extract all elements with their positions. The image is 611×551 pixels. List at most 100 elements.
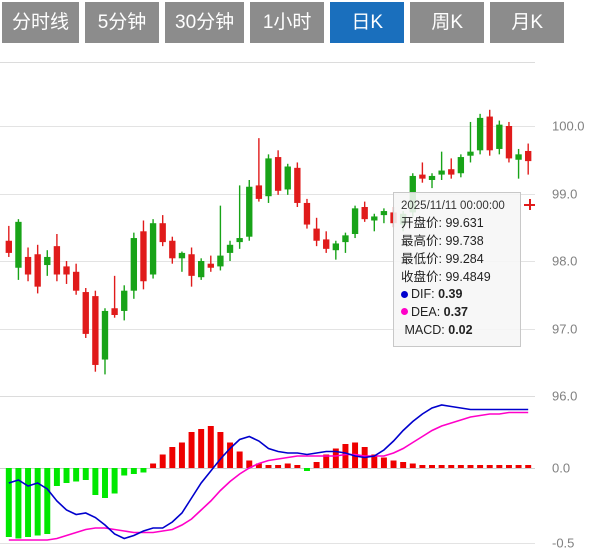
macd-histogram-bar [178,442,185,468]
candle-body [294,167,301,203]
macd-histogram-bar [323,454,330,468]
candle-body [15,221,22,268]
tooltip-dif-row: DIF: 0.39 [401,286,513,304]
tooltip-dea-value: 0.37 [443,305,469,320]
dea-line [8,411,529,541]
tab-1hour-label: 1小时 [262,12,312,33]
candle-body [332,243,340,251]
macd-histogram-bar [265,465,272,468]
macd-histogram-bar [342,444,349,468]
price-axis-tick-label: 96.0 [552,388,578,404]
tooltip-macd-label: MACD: [404,322,445,337]
macd-gridline [0,468,535,469]
candle-body [149,223,157,275]
tab-weekly[interactable]: 周K [410,2,485,43]
tab-daily-label: 日K [351,12,383,33]
candle-body [351,208,359,234]
price-pane[interactable]: 100.0 99.0 98.0 97.0 96.0 [0,45,611,404]
dif-line [8,404,529,540]
tab-30min[interactable]: 30分钟 [165,2,245,43]
tab-monthly-label: 月K [511,12,543,33]
macd-histogram-bar [111,468,118,494]
candle-body [342,235,349,243]
macd-histogram-bar [227,442,234,468]
macd-histogram-bar [409,463,416,468]
candle-body [178,252,186,259]
macd-axis-tick-label: -0.5 [552,535,575,551]
macd-axis-tick-label: 0.0 [552,460,571,476]
candle-body [24,256,32,275]
tooltip-macd-row: MACD: 0.02 [401,322,513,340]
macd-histogram-bar [467,465,474,468]
candle-body [448,169,455,175]
candle-body [496,124,503,149]
candle-body [274,157,282,191]
candle-body [188,254,195,276]
candle-body [323,239,330,249]
macd-histogram-bar [515,465,522,468]
macd-histogram-bar [25,468,32,537]
price-gridline [0,261,535,262]
tooltip-close-label: 收盘价: [401,269,442,284]
macd-histogram-bar [188,432,195,468]
macd-histogram-bar [140,468,147,473]
macd-histogram-bar [303,468,310,471]
candle-body [246,186,253,237]
macd-histogram-bar [313,462,320,468]
candle-body [63,266,70,275]
macd-histogram-bar [217,432,224,468]
macd-histogram-bar [505,465,512,468]
macd-histogram-bar [207,426,214,468]
candle-body [486,116,493,151]
candle-body [284,166,291,190]
tooltip-low-value: 99.284 [445,251,484,266]
candle-body [226,244,234,253]
tooltip-dea-label: DEA: [411,305,441,320]
tooltip-dea-row: DEA: 0.37 [401,304,513,322]
macd-histogram-bar [15,468,22,539]
macd-histogram-bar [486,465,493,468]
macd-histogram-bar [294,465,301,468]
tooltip-open-value: 99.631 [445,216,484,231]
macd-histogram-bar [448,465,455,468]
macd-histogram-bar [332,448,339,468]
tooltip-high-row: 最高价: 99.738 [401,233,513,251]
candle-body [505,126,513,159]
candle-body [44,256,51,266]
tab-timeline[interactable]: 分时线 [2,2,80,43]
price-axis-tick-label: 98.0 [552,253,578,269]
macd-pane[interactable]: 0.0 -0.5 [0,396,611,551]
macd-histogram-bar [275,465,282,468]
macd-histogram-bar [63,468,70,483]
price-gridline [0,328,535,330]
tab-1hour[interactable]: 1小时 [250,2,325,43]
macd-histogram-bar [130,468,137,474]
macd-histogram-bar [438,465,445,468]
tooltip-high-value: 99.738 [445,234,484,249]
macd-gridline [0,543,535,544]
macd-histogram-bar [525,465,532,468]
price-axis-tick-label: 100.0 [552,118,585,134]
tooltip-close-value: 99.4849 [445,269,491,284]
tooltip-high-label: 最高价: [401,234,442,249]
macd-histogram-bar [246,460,253,468]
tab-daily[interactable]: 日K [330,2,405,43]
candle-body [130,238,138,291]
macd-histogram-bar [371,454,378,468]
candle-body [236,238,243,243]
candle-body [169,240,176,259]
tooltip-open-label: 开盘价: [401,216,442,231]
tooltip-dif-label: DIF: [411,287,435,302]
candle-body [515,154,522,160]
tab-5min[interactable]: 5分钟 [85,2,160,43]
chart-area[interactable]: 100.0 99.0 98.0 97.0 96.0 0.0 -0.5 2025/11/11… [0,45,611,551]
candle-body [361,207,368,220]
tab-monthly[interactable]: 月K [490,2,565,43]
candle-body [72,271,80,291]
macd-histogram-bar [159,454,166,468]
macd-histogram-bar [34,468,41,536]
macd-histogram-bar [198,429,205,468]
candle-body [303,202,311,225]
candle-body [34,254,41,287]
